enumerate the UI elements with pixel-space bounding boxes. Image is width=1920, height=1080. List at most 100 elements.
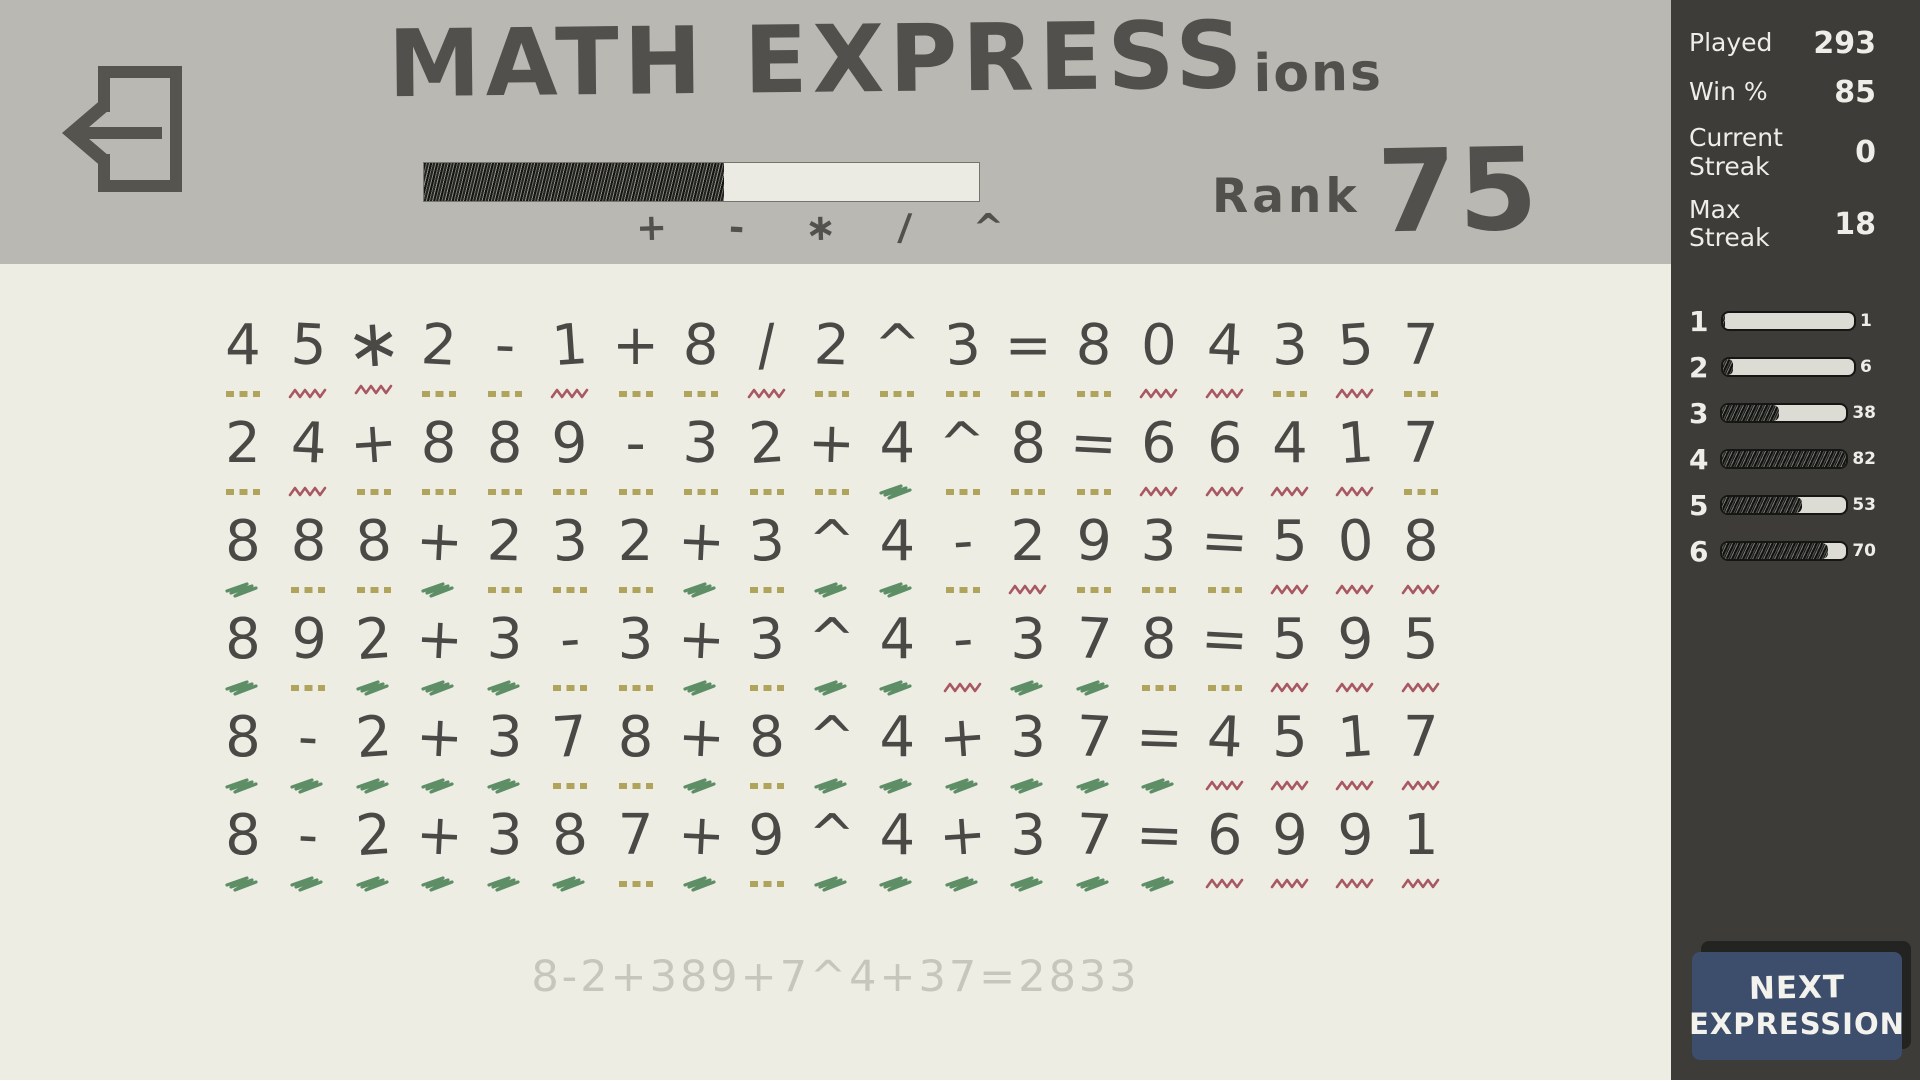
expression-cell: - [277,700,339,798]
expression-cell: 1 [1324,406,1386,504]
distribution-count: 6 [1860,357,1872,377]
cell-char: 8 [225,607,261,672]
operator-symbol: / [896,205,913,250]
expression-cell: 3 [474,700,536,798]
distribution-bar [1721,357,1856,377]
underline-mark-present [618,685,653,691]
expression-cell: + [670,504,732,602]
underline-mark-correct [487,680,520,696]
underline-mark-correct [487,778,520,794]
distribution-bar-fill [1721,405,1780,421]
underline-mark-absent [943,682,982,693]
cell-char: 5 [1272,509,1308,574]
operator-symbol: ∗ [804,205,838,250]
expression-cell: 2 [605,504,667,602]
underline-mark-correct [487,876,520,892]
expression-cell: 9 [736,798,798,896]
underline-mark-absent [1270,780,1309,791]
underline-mark-present [1207,587,1242,593]
underline-mark-correct [879,876,912,892]
cell-char: 4 [879,607,916,672]
expression-cell: 3 [539,504,601,602]
expression-cell: 4 [1194,308,1256,406]
next-expression-button[interactable]: NEXT EXPRESSION [1689,941,1911,1060]
cell-char: 7 [1403,705,1439,770]
rank-label: Rank [1212,169,1361,224]
distribution-guess-number: 4 [1689,442,1709,476]
expression-cell: / [736,308,798,406]
cell-char: + [612,313,660,378]
underline-mark-present [356,489,391,495]
cell-char: + [675,507,727,576]
underline-mark-absent [1270,584,1309,595]
underline-mark-present [422,489,457,495]
cell-char: 3 [746,507,787,576]
underline-mark-absent [1336,388,1374,399]
expression-cell: 4 [277,406,339,504]
cell-char: 9 [1074,508,1114,575]
cell-char: ^ [807,508,857,575]
expression-cell: + [605,308,667,406]
underline-mark-correct [356,778,389,794]
guess-row: 8 9 2 +3-3 +3 ^ 4-3 7 8 = 5 9 5 [212,602,1452,700]
underline-mark-absent [1336,584,1374,595]
underline-mark-absent [289,486,327,497]
cell-char: 4 [879,509,916,574]
cell-char: 2 [1010,509,1047,574]
distribution-guess-number: 6 [1689,534,1709,568]
underline-mark-present [749,783,784,789]
cell-char: - [296,802,321,869]
stat-label: Played [1689,28,1773,58]
cell-char: 4 [879,705,916,770]
cell-char: + [675,605,727,674]
underline-mark-present [1273,391,1307,397]
underline-mark-correct [945,876,978,892]
expression-cell: 3 [932,308,994,406]
cell-char: 4 [1205,312,1245,379]
cell-char: 5 [1272,607,1308,672]
title-main: MATH EXPRESS [387,1,1248,119]
expression-cell: + [408,504,470,602]
underline-mark-correct [1010,876,1043,892]
cell-char: + [414,801,465,870]
cell-char: 8 [1074,312,1114,379]
cell-char: 8 [225,803,261,868]
distribution-bar-fill [1723,313,1725,329]
expression-cell: 4 [866,504,928,602]
expression-cell: 3 [474,602,536,700]
cell-char: 1 [1335,409,1376,478]
expression-cell: 0 [1324,504,1386,602]
expression-cell: 2 [343,602,405,700]
cell-char: 1 [1403,803,1439,868]
cell-char: 0 [1335,507,1376,576]
cell-char: 3 [681,410,721,477]
cell-char: 2 [813,312,851,379]
distribution-count: 38 [1852,403,1876,423]
cell-char: 6 [1205,410,1245,477]
cell-char: 5 [1272,705,1308,770]
expression-cell: 9 [1324,798,1386,896]
cell-char: 5 [288,312,328,379]
distribution-bar [1719,495,1849,515]
underline-mark-present [749,489,784,495]
underline-mark-present [945,489,980,495]
expression-cell: 4 [1194,700,1256,798]
cell-char: 3 [942,311,983,380]
expression-cell: 8 [1063,308,1125,406]
rank-progress-bar [423,162,980,202]
expression-cell: ^ [801,504,863,602]
button-label-line1: NEXT [1748,969,1846,1007]
cell-char: = [1068,409,1119,478]
guess-distribution: 1 1 2 6 3 38 4 82 5 53 6 70 [1689,305,1876,568]
underline-mark-correct [356,876,389,892]
distribution-count: 70 [1852,541,1876,561]
cell-char: 2 [746,409,787,478]
underline-mark-correct [552,876,585,892]
cell-char: - [950,606,976,673]
underline-mark-present [226,489,260,495]
expression-cell: 7 [1390,700,1452,798]
exit-button[interactable] [58,62,188,202]
cell-char: 9 [1335,801,1376,870]
expression-cell: 2 [736,406,798,504]
